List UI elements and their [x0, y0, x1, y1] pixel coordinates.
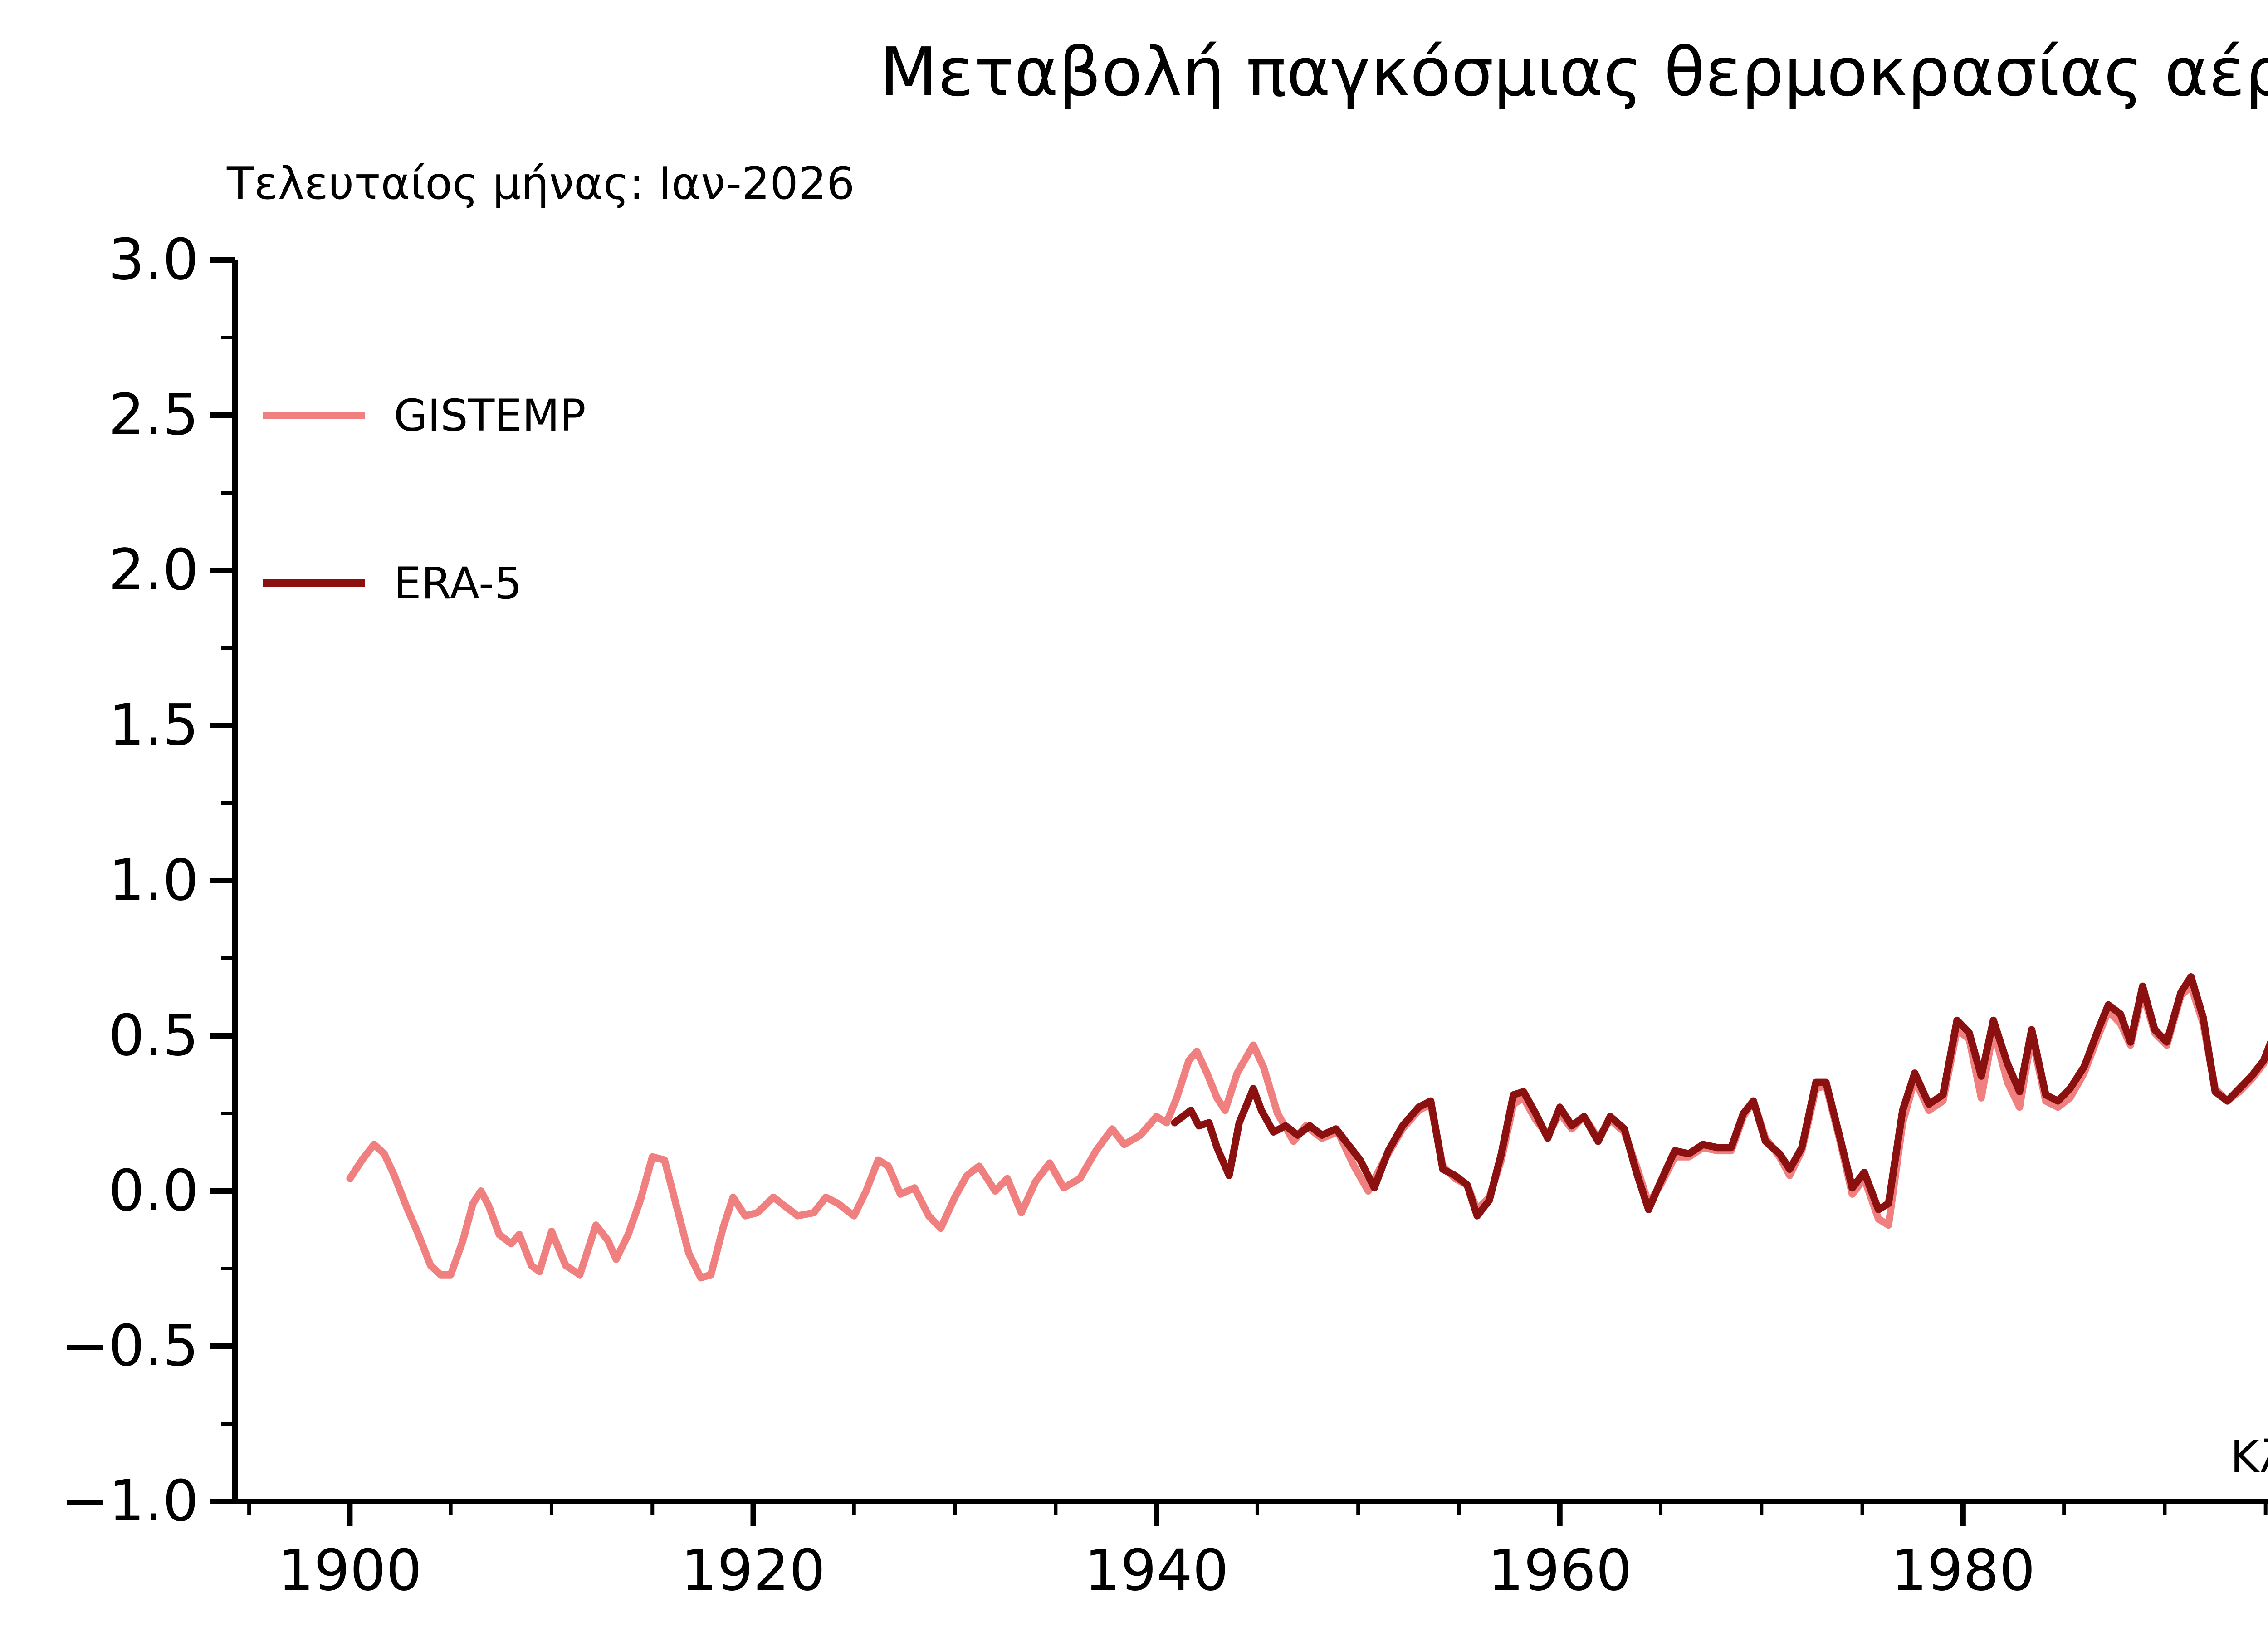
x-tick-label: 1960 [1488, 1538, 1632, 1603]
gistemp-line [346, 982, 2268, 1282]
legend-label-era5: ERA-5 [394, 558, 522, 609]
y-tick-label: 1.5 [108, 692, 199, 758]
y-tick-label: −0.5 [61, 1313, 199, 1379]
y-tick-label: 0.0 [108, 1158, 199, 1224]
subtitle-last-month: Τελευταίος μήνας: Ιαν-2026 [226, 158, 855, 210]
x-tick-label: 1980 [1891, 1538, 2035, 1603]
y-tick-label: 2.5 [108, 382, 199, 448]
legend: GISTEMP ERA-5 [263, 390, 586, 609]
data-series [346, 973, 2268, 1282]
x-tick-label: 1900 [278, 1538, 422, 1603]
era5-line [1171, 973, 2268, 1220]
legend-label-gistemp: GISTEMP [394, 390, 586, 441]
y-tick-label: 0.5 [108, 1003, 199, 1068]
y-tick-label: 1.0 [108, 848, 199, 913]
y-tick-label: −1.0 [61, 1468, 199, 1534]
y-tick-label: 2.0 [108, 537, 199, 603]
y-tick-label: 3.0 [108, 227, 199, 293]
footnote-climatology: Κλιματολογία: 1850-1900 [2230, 1431, 2268, 1483]
x-tick-label: 1920 [681, 1538, 825, 1603]
axes: 3.0 2.5 2.0 1.5 1.0 0.5 0.0 −0.5 −1.0 1900 1920 194… [61, 227, 2268, 1603]
x-tick-label: 1940 [1085, 1538, 1229, 1603]
chart-title: Μεταβολή παγκόσμιας θερμοκρασίας αέρα [880, 33, 2268, 111]
